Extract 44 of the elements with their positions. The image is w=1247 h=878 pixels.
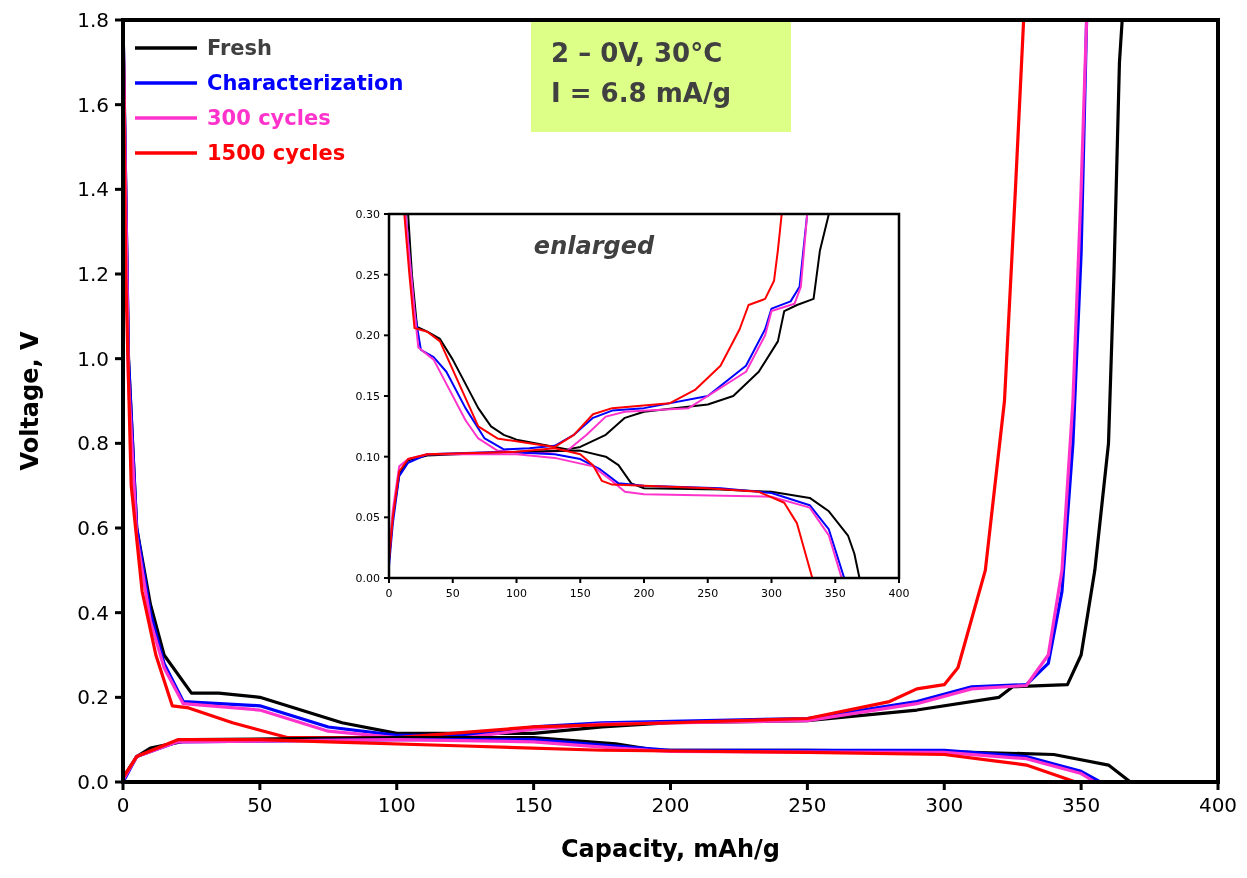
annotation: 2 – 0V, 30°C <box>551 38 723 68</box>
y-tick-label: 1.4 <box>77 177 109 202</box>
y-tick-label: 0.4 <box>77 600 109 625</box>
y-tick-label: 1.6 <box>77 92 109 117</box>
y-tick-label: 1.2 <box>77 262 109 286</box>
x-tick-label: 50 <box>445 587 460 600</box>
legend-label: 1500 cycles <box>207 141 346 166</box>
annotation: I = 6.8 mA/g <box>551 78 731 108</box>
x-tick-label: 150 <box>514 793 553 817</box>
x-axis-title: Capacity, mAh/g <box>561 835 780 863</box>
x-tick-label: 250 <box>697 587 719 600</box>
y-tick-label: 1.0 <box>77 346 109 371</box>
x-tick-label: 300 <box>761 587 782 600</box>
x-tick-label: 400 <box>1198 793 1238 817</box>
y-tick-label: 1.8 <box>77 8 109 32</box>
y-tick-label: 0.6 <box>77 516 109 540</box>
y-tick-label: 0.20 <box>355 329 380 343</box>
y-tick-label: 0.8 <box>77 431 109 456</box>
x-tick-label: 300 <box>925 793 964 817</box>
x-tick-label: 200 <box>633 587 655 600</box>
x-tick-label: 200 <box>651 793 690 817</box>
x-tick-label: 0 <box>116 793 130 817</box>
y-tick-label: 0.25 <box>355 268 380 282</box>
y-tick-label: 0.2 <box>77 685 109 710</box>
x-tick-label: 150 <box>569 587 591 600</box>
annotation: enlarged <box>533 232 655 260</box>
x-tick-label: 100 <box>377 793 416 817</box>
x-tick-label: 250 <box>788 793 827 817</box>
legend-label: 300 cycles <box>207 106 331 131</box>
y-tick-label: 0.00 <box>355 571 380 585</box>
x-tick-label: 0 <box>385 587 393 600</box>
y-tick-label: 0.30 <box>355 207 380 221</box>
legend-label: Fresh <box>207 36 273 61</box>
y-tick-label: 0.0 <box>77 770 109 794</box>
y-tick-label: 0.10 <box>355 450 380 464</box>
x-tick-label: 350 <box>1062 793 1101 817</box>
legend-label: Characterization <box>207 71 404 96</box>
x-tick-label: 50 <box>247 793 273 817</box>
y-tick-label: 0.05 <box>355 511 380 525</box>
y-tick-label: 0.15 <box>355 389 380 403</box>
x-tick-label: 100 <box>506 587 527 600</box>
x-tick-label: 400 <box>888 587 910 600</box>
x-tick-label: 350 <box>824 587 846 600</box>
y-axis-title: Voltage, V <box>16 331 44 471</box>
